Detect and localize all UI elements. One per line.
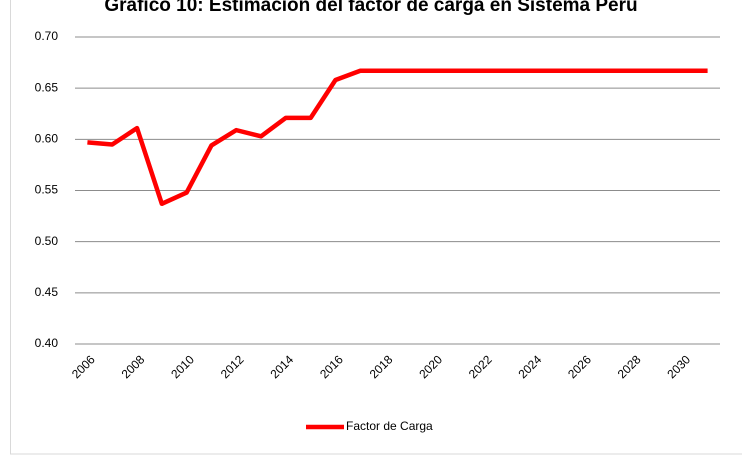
- x-tick-label: 2022: [466, 352, 495, 381]
- legend-label: Factor de Carga: [346, 419, 433, 433]
- y-tick-label: 0.65: [35, 80, 59, 94]
- chart-border: [10, 0, 742, 455]
- y-tick-label: 0.45: [35, 285, 59, 299]
- y-tick-label: 0.50: [35, 234, 59, 248]
- x-tick-label: 2006: [69, 352, 98, 381]
- x-tick-label: 2010: [168, 352, 197, 381]
- series-line: [87, 68, 708, 207]
- x-tick-label: 2016: [317, 352, 346, 381]
- y-tick-label: 0.55: [35, 183, 59, 197]
- x-tick-label: 2024: [516, 352, 545, 381]
- x-tick-label: 2018: [367, 352, 396, 381]
- x-tick-label: 2030: [664, 352, 693, 381]
- y-tick-label: 0.40: [35, 336, 59, 350]
- chart-title: Gráfico 10: Estimación del factor de car…: [104, 0, 637, 16]
- x-tick-label: 2028: [615, 352, 644, 381]
- x-tick-label: 2014: [267, 352, 296, 381]
- x-tick-label: 2026: [565, 352, 594, 381]
- x-tick-label: 2008: [119, 352, 148, 381]
- y-tick-label: 0.60: [35, 132, 59, 146]
- x-tick-label: 2020: [416, 352, 445, 381]
- x-tick-label: 2012: [218, 352, 247, 381]
- y-tick-label: 0.70: [35, 29, 59, 43]
